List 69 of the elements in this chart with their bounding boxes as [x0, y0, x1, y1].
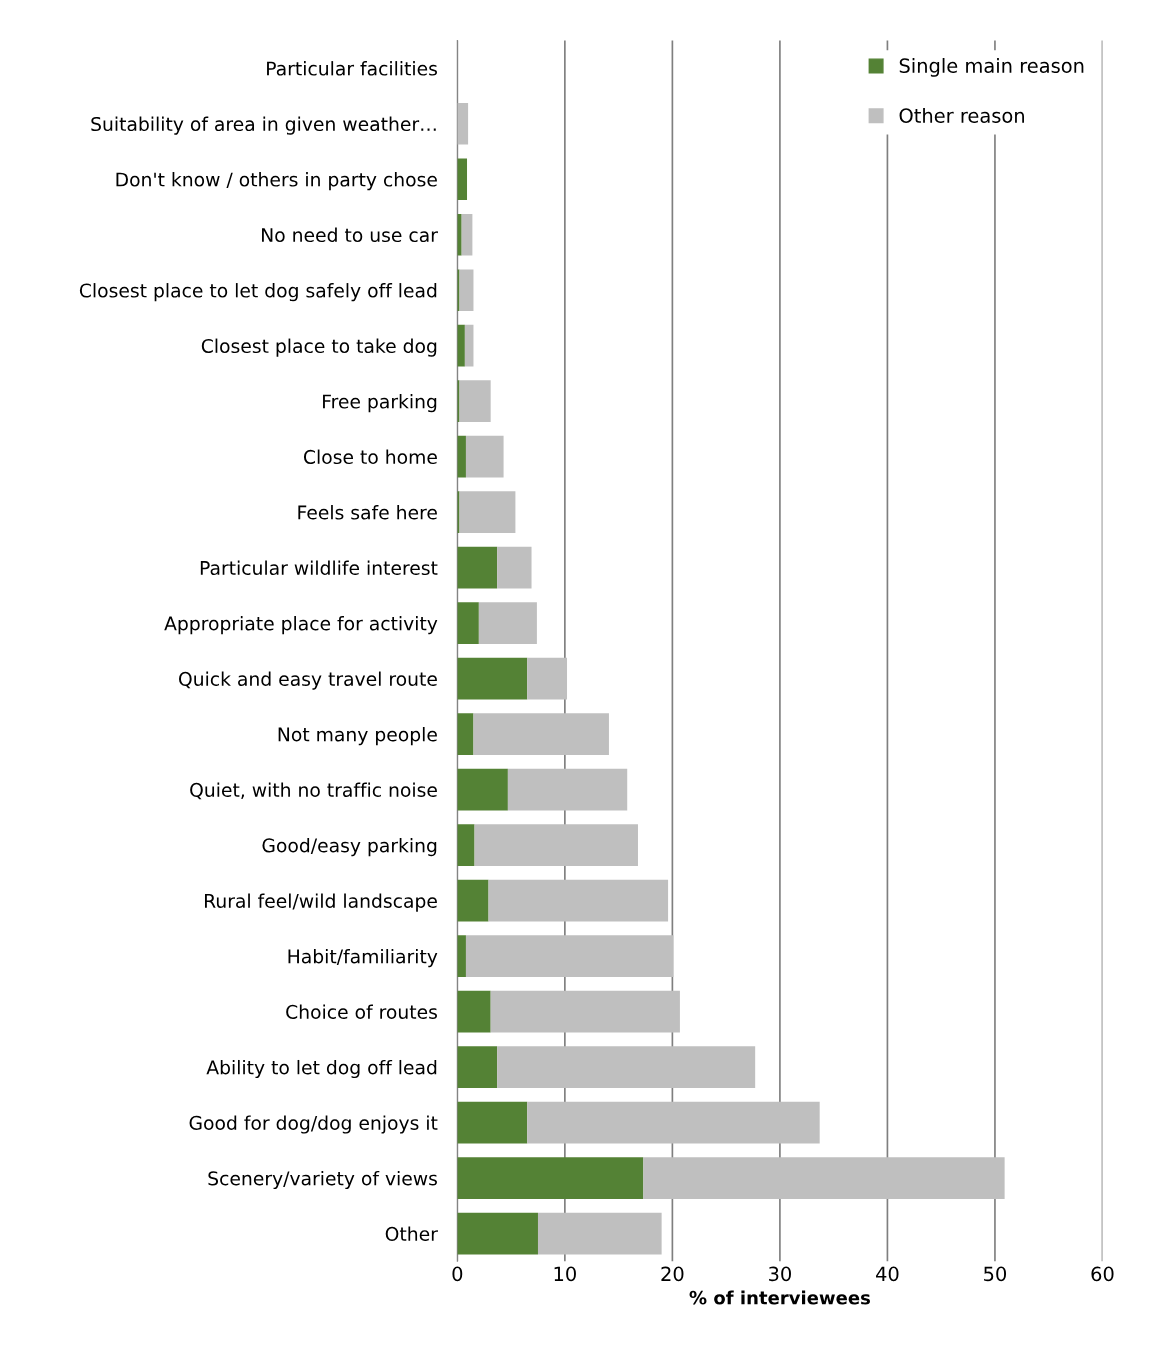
y-tick-label: Particular facilities — [267, 61, 437, 76]
bar — [457, 1212, 538, 1255]
bar — [457, 213, 462, 256]
bar — [459, 380, 491, 422]
bar — [643, 1157, 1005, 1199]
bar — [527, 1101, 820, 1144]
x-tick-label: 30 — [769, 1266, 791, 1282]
y-tick-label: Not many people — [278, 727, 437, 746]
bar — [457, 879, 489, 922]
bar — [537, 1212, 662, 1255]
bar — [490, 990, 680, 1033]
bar — [459, 269, 474, 311]
bar — [457, 1157, 644, 1199]
y-tick-label: Other — [385, 1226, 438, 1241]
bar — [457, 158, 468, 201]
y-tick-label: Free parking — [323, 394, 437, 413]
bar — [473, 713, 609, 755]
x-axis-title: % of interviewees — [689, 1290, 870, 1305]
x-tick-label: 0 — [452, 1266, 463, 1282]
bar — [457, 102, 469, 145]
bar — [459, 491, 516, 533]
y-tick-label: Rural feel/wild landscape — [205, 893, 437, 912]
bar — [457, 1046, 498, 1088]
y-tick-label: Closest place to take dog — [201, 338, 437, 357]
bar — [457, 824, 475, 866]
bar — [457, 713, 474, 755]
bar — [457, 546, 498, 589]
bar — [465, 935, 674, 977]
y-tick-label: Habit/familiarity — [288, 948, 438, 968]
y-tick-label: Good for dog/dog enjoys it — [189, 1115, 438, 1134]
bar — [461, 213, 473, 256]
y-tick-label: Feels safe here — [298, 505, 437, 520]
bar — [507, 768, 628, 811]
bar — [457, 324, 465, 367]
x-tick-label: 40 — [876, 1266, 899, 1282]
bar — [527, 657, 568, 700]
y-tick-label: Appropriate place for activity — [164, 616, 438, 635]
y-tick-label: Don't know / others in party chose — [116, 172, 437, 191]
x-tick-label: 20 — [661, 1266, 684, 1282]
y-tick-label: Ability to let dog off lead — [206, 1059, 437, 1079]
x-tick-label: 50 — [984, 1266, 1007, 1282]
legend-label: Other reason — [899, 107, 1024, 123]
bar — [497, 1046, 756, 1088]
y-tick-label: Closest place to let dog safely off lead — [79, 283, 437, 302]
bar — [465, 435, 504, 478]
bar — [457, 935, 466, 977]
bar — [457, 768, 508, 811]
y-tick-label: Choice of routes — [286, 1004, 437, 1019]
x-tick-label: 10 — [554, 1266, 576, 1282]
bar — [478, 602, 537, 644]
y-tick-label: Suitability of area in given weather… — [91, 116, 436, 135]
y-tick-label: No need to use car — [262, 227, 438, 243]
bar — [457, 602, 479, 644]
y-tick-label: Particular wildlife interest — [200, 560, 438, 576]
y-tick-label: Quiet, with no traffic noise — [190, 782, 437, 800]
bar — [457, 657, 528, 700]
bar — [457, 1101, 528, 1144]
bar — [457, 990, 491, 1033]
y-tick-label: Good/easy parking — [262, 837, 437, 857]
bar — [457, 435, 466, 478]
x-tick-label: 60 — [1091, 1266, 1114, 1282]
bar — [464, 324, 474, 367]
bar — [488, 879, 669, 922]
legend-label: Single main reason — [899, 57, 1084, 77]
bar — [497, 546, 532, 589]
y-tick-label: Quick and easy travel route — [179, 671, 437, 690]
y-tick-label: Close to home — [303, 449, 437, 465]
bar — [474, 824, 638, 866]
y-tick-label: Scenery/variety of views — [208, 1170, 437, 1190]
